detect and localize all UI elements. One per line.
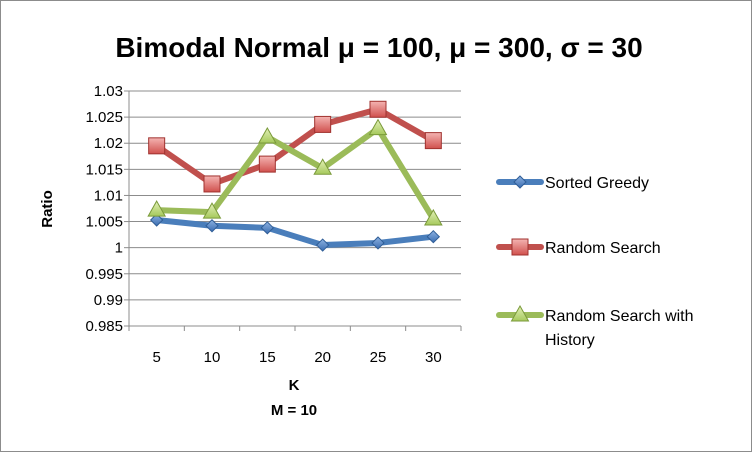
chart-title: Bimodal Normal μ = 100, μ = 300, σ = 30: [115, 32, 642, 63]
series-lines: [147, 100, 443, 252]
data-point-triangle: [202, 202, 222, 219]
series-line-square: [153, 106, 437, 187]
y-tick-label: 1: [115, 240, 123, 257]
y-tick-label: 0.99: [94, 292, 123, 309]
data-point-square: [424, 132, 442, 150]
data-point-diamond: [205, 219, 219, 233]
data-point-triangle: [147, 200, 167, 217]
data-point-diamond: [149, 213, 164, 227]
data-point-square: [203, 175, 221, 193]
legend-marker-square: [511, 238, 529, 256]
y-tick-label: 1.02: [94, 135, 123, 152]
legend-label: Random Search with: [545, 308, 694, 325]
data-point-triangle: [368, 118, 388, 136]
legend-label: Random Search: [545, 240, 661, 257]
y-tick-label: 1.01: [94, 187, 123, 204]
legend-marker-triangle: [510, 304, 530, 322]
legend: Sorted Greedy Random Search Random Search …: [496, 175, 694, 349]
y-axis-title: Ratio: [39, 190, 56, 228]
y-tick-label: 0.985: [85, 318, 123, 335]
data-point-square: [314, 115, 332, 133]
x-axis-subtitle: M = 10: [271, 402, 317, 419]
data-point-diamond: [260, 221, 275, 235]
x-axis-title: K: [289, 377, 300, 394]
data-point-triangle: [423, 208, 443, 226]
y-tick-label: 1.03: [94, 83, 123, 100]
gridlines: [129, 90, 461, 301]
legend-marker-diamond: [513, 175, 527, 189]
x-tick-label: 30: [425, 349, 442, 366]
data-point-square: [148, 137, 166, 155]
x-tick-label: 5: [152, 349, 160, 366]
x-tick-label: 20: [314, 349, 331, 366]
data-point-diamond: [426, 229, 441, 244]
data-point-diamond: [371, 236, 385, 250]
y-tick-label: 1.025: [85, 109, 123, 126]
y-tick-label: 1.015: [85, 161, 123, 178]
y-tick-labels: 1.03 1.025 1.02 1.015 1.01 1.005 1 0.995 0.99 0.9…: [85, 83, 123, 335]
y-tick-label: 0.995: [85, 266, 123, 283]
data-point-square: [369, 100, 387, 118]
axes: [124, 90, 462, 331]
x-tick-label: 25: [370, 349, 387, 366]
series-line-triangle: [153, 125, 437, 222]
data-point-diamond: [315, 238, 330, 252]
data-point-triangle: [257, 126, 277, 144]
y-tick-label: 1.005: [85, 214, 123, 231]
legend-label: History: [545, 332, 595, 349]
x-tick-label: 15: [259, 349, 276, 366]
data-point-triangle: [313, 158, 333, 175]
series-line-diamond: [153, 216, 437, 249]
x-tick-labels: 5 10 15 20 25 30: [152, 349, 441, 366]
x-tick-label: 10: [204, 349, 221, 366]
data-point-square: [258, 155, 276, 173]
legend-label: Sorted Greedy: [545, 175, 649, 192]
